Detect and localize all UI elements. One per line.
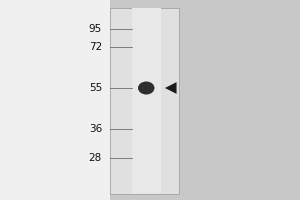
Text: 55: 55 xyxy=(89,83,102,93)
Text: 36: 36 xyxy=(89,124,102,134)
Text: HL-60: HL-60 xyxy=(127,0,161,1)
Text: 95: 95 xyxy=(89,24,102,34)
Text: 28: 28 xyxy=(89,153,102,163)
Bar xyxy=(0,0,110,200)
Polygon shape xyxy=(165,82,176,94)
Ellipse shape xyxy=(138,82,154,95)
Bar xyxy=(132,8,160,194)
Text: 72: 72 xyxy=(89,42,102,52)
Bar xyxy=(110,8,178,194)
Bar xyxy=(178,0,300,200)
